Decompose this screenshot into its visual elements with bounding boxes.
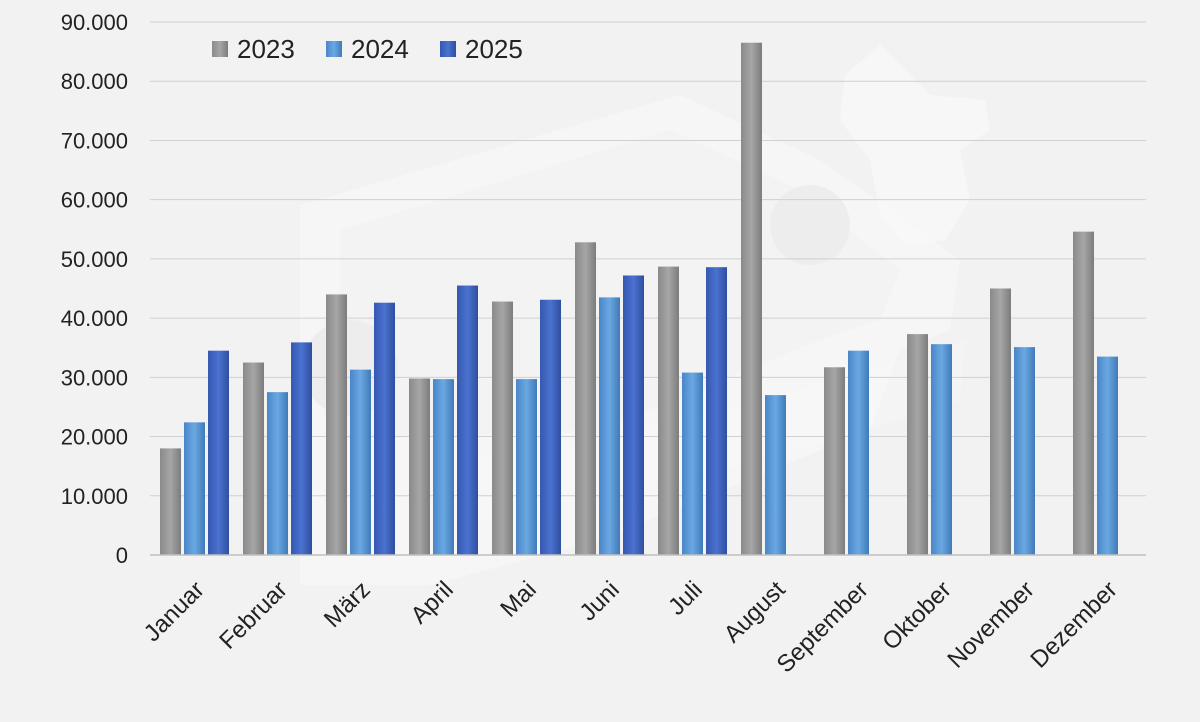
x-tick-label: Februar — [214, 576, 293, 655]
y-tick-label: 30.000 — [61, 365, 128, 390]
x-tick-label: August — [719, 576, 791, 648]
bar-2023-oktober — [907, 334, 928, 555]
bar-2023-november — [990, 288, 1011, 555]
legend-swatch-2025 — [440, 41, 456, 57]
watermark-ev-icon — [300, 45, 990, 585]
bar-2025-juni — [623, 275, 644, 555]
bars — [160, 42, 1118, 555]
legend-label-2023: 2023 — [237, 34, 295, 64]
bar-2025-juli — [706, 267, 727, 555]
y-tick-label: 90.000 — [61, 10, 128, 35]
x-tick-label: Mai — [495, 576, 541, 622]
legend-swatch-2024 — [326, 41, 342, 57]
x-tick-label: Januar — [139, 576, 210, 647]
x-tick-label: Juli — [663, 576, 708, 621]
bar-2024-februar — [267, 392, 288, 555]
bar-2024-september — [848, 350, 869, 555]
x-tick-label: Oktober — [877, 576, 956, 655]
legend-swatch-2023 — [212, 41, 228, 57]
bar-2025-januar — [208, 350, 229, 555]
bar-2024-mai — [516, 379, 537, 555]
legend-label-2025: 2025 — [465, 34, 523, 64]
x-tick-label: Juni — [575, 576, 625, 626]
bar-2025-märz — [374, 302, 395, 555]
bar-2024-juli — [682, 372, 703, 555]
bar-2024-märz — [350, 369, 371, 555]
y-tick-label: 50.000 — [61, 247, 128, 272]
bar-2024-april — [433, 379, 454, 555]
bar-2023-juli — [658, 266, 679, 555]
bar-2023-mai — [492, 301, 513, 555]
y-tick-label: 0 — [116, 543, 128, 568]
bar-2023-september — [824, 367, 845, 555]
bar-2023-dezember — [1073, 231, 1094, 555]
x-tick-label: Dezember — [1025, 576, 1122, 673]
bar-2023-januar — [160, 448, 181, 555]
bar-2023-juni — [575, 242, 596, 555]
bar-2024-november — [1014, 347, 1035, 555]
bar-2023-august — [741, 42, 762, 555]
bar-2025-mai — [540, 299, 561, 555]
bar-2024-dezember — [1097, 356, 1118, 555]
y-tick-label: 20.000 — [61, 425, 128, 450]
bar-2024-juni — [599, 297, 620, 555]
bar-2024-januar — [184, 422, 205, 555]
x-tick-label: November — [942, 576, 1039, 673]
y-tick-label: 80.000 — [61, 69, 128, 94]
bar-2023-april — [409, 378, 430, 555]
bar-2023-märz — [326, 294, 347, 555]
y-tick-label: 10.000 — [61, 484, 128, 509]
bar-2024-oktober — [931, 344, 952, 555]
legend-label-2024: 2024 — [351, 34, 409, 64]
bar-2024-august — [765, 395, 786, 555]
y-tick-label: 60.000 — [61, 188, 128, 213]
bar-2025-april — [457, 285, 478, 555]
y-tick-label: 40.000 — [61, 306, 128, 331]
bar-2025-februar — [291, 342, 312, 555]
bar-2023-februar — [243, 362, 264, 555]
legend: 2023 2024 2025 — [212, 34, 523, 64]
y-tick-label: 70.000 — [61, 128, 128, 153]
